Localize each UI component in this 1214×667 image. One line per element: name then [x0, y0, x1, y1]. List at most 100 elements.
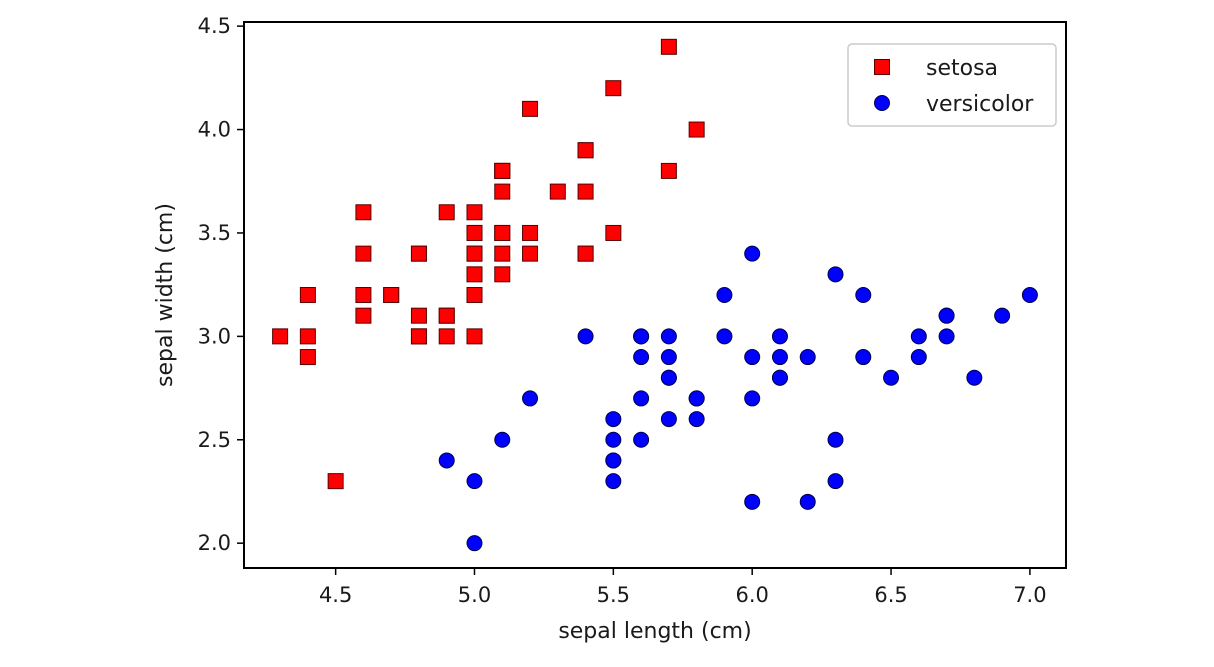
y-tick-label: 4.5 [198, 14, 231, 38]
y-tick-label: 2.5 [198, 428, 231, 452]
versicolor-point-39 [606, 432, 621, 447]
versicolor-point-45 [661, 329, 676, 344]
versicolor-legend-label: versicolor [926, 92, 1034, 117]
setosa-point-35 [467, 288, 482, 303]
setosa-point-15 [661, 39, 676, 54]
versicolor-point-38 [634, 329, 649, 344]
setosa-point-38 [300, 329, 315, 344]
versicolor-point-12 [745, 494, 760, 509]
setosa-point-41 [328, 474, 343, 489]
x-tick-label: 5.5 [597, 583, 630, 607]
x-tick-label: 6.5 [874, 583, 907, 607]
versicolor-point-11 [717, 329, 732, 344]
versicolor-point-49 [661, 370, 676, 385]
y-tick-label: 3.5 [198, 221, 231, 245]
versicolor-point-20 [717, 288, 732, 303]
x-axis-label: sepal length (cm) [558, 619, 751, 644]
versicolor-point-37 [828, 474, 843, 489]
versicolor-point-2 [995, 308, 1010, 323]
setosa-point-49 [467, 267, 482, 282]
setosa-point-39 [495, 246, 510, 261]
versicolor-point-33 [745, 391, 760, 406]
setosa-point-37 [439, 205, 454, 220]
versicolor-point-27 [939, 329, 954, 344]
versicolor-point-13 [772, 350, 787, 365]
versicolor-point-8 [911, 350, 926, 365]
legend: setosa versicolor [848, 44, 1056, 126]
setosa-point-1 [439, 329, 454, 344]
versicolor-point-7 [439, 453, 454, 468]
versicolor-point-23 [772, 370, 787, 385]
setosa-point-46 [495, 163, 510, 178]
versicolor-point-42 [689, 412, 704, 427]
versicolor-point-9 [523, 391, 538, 406]
versicolor-point-4 [884, 370, 899, 385]
setosa-point-33 [606, 81, 621, 96]
versicolor-point-31 [606, 453, 621, 468]
setosa-point-34 [439, 308, 454, 323]
setosa-point-3 [356, 308, 371, 323]
setosa-point-26 [467, 246, 482, 261]
setosa-point-36 [606, 225, 621, 240]
setosa-point-21 [495, 184, 510, 199]
versicolor-point-46 [661, 350, 676, 365]
versicolor-point-34 [578, 329, 593, 344]
setosa-point-22 [356, 205, 371, 220]
setosa-point-16 [578, 143, 593, 158]
setosa-point-28 [523, 246, 538, 261]
versicolor-point-19 [634, 432, 649, 447]
versicolor-point-1 [856, 288, 871, 303]
versicolor-point-44 [634, 391, 649, 406]
setosa-point-8 [300, 350, 315, 365]
setosa-point-30 [411, 308, 426, 323]
setosa-point-31 [578, 246, 593, 261]
x-tick-label: 5.0 [458, 583, 491, 607]
setosa-point-48 [550, 184, 565, 199]
setosa-legend-marker [875, 60, 890, 75]
y-tick-label: 4.0 [198, 118, 231, 142]
setosa-point-17 [495, 225, 510, 240]
setosa-point-45 [411, 329, 426, 344]
versicolor-legend-marker [875, 96, 890, 111]
y-axis-label: sepal width (cm) [153, 203, 178, 387]
versicolor-point-18 [800, 494, 815, 509]
setosa-point-24 [411, 246, 426, 261]
versicolor-point-0 [1022, 288, 1037, 303]
setosa-point-42 [300, 288, 315, 303]
setosa-legend-label: setosa [926, 56, 998, 81]
versicolor-point-43 [467, 474, 482, 489]
versicolor-point-10 [467, 536, 482, 551]
versicolor-point-40 [606, 412, 621, 427]
y-tick-label: 2.0 [198, 531, 231, 555]
setosa-point-43 [467, 225, 482, 240]
setosa-point-29 [384, 288, 399, 303]
versicolor-point-3 [606, 474, 621, 489]
versicolor-point-26 [967, 370, 982, 385]
setosa-point-6 [356, 246, 371, 261]
versicolor-point-14 [634, 350, 649, 365]
versicolor-point-6 [828, 267, 843, 282]
versicolor-point-47 [800, 350, 815, 365]
setosa-point-10 [578, 184, 593, 199]
setosa-point-4 [467, 205, 482, 220]
setosa-point-32 [523, 101, 538, 116]
setosa-point-27 [523, 225, 538, 240]
versicolor-point-35 [745, 246, 760, 261]
versicolor-point-32 [689, 391, 704, 406]
x-tick-label: 6.0 [735, 583, 768, 607]
versicolor-point-36 [939, 308, 954, 323]
setosa-point-13 [273, 329, 288, 344]
setosa-point-23 [495, 267, 510, 282]
x-tick-label: 7.0 [1013, 583, 1046, 607]
x-tick-label: 4.5 [319, 583, 352, 607]
setosa-point-14 [689, 122, 704, 137]
versicolor-point-22 [828, 432, 843, 447]
versicolor-point-41 [772, 329, 787, 344]
y-tick-label: 3.0 [198, 324, 231, 348]
versicolor-point-29 [661, 412, 676, 427]
versicolor-point-25 [911, 329, 926, 344]
setosa-point-18 [661, 163, 676, 178]
versicolor-point-28 [745, 350, 760, 365]
